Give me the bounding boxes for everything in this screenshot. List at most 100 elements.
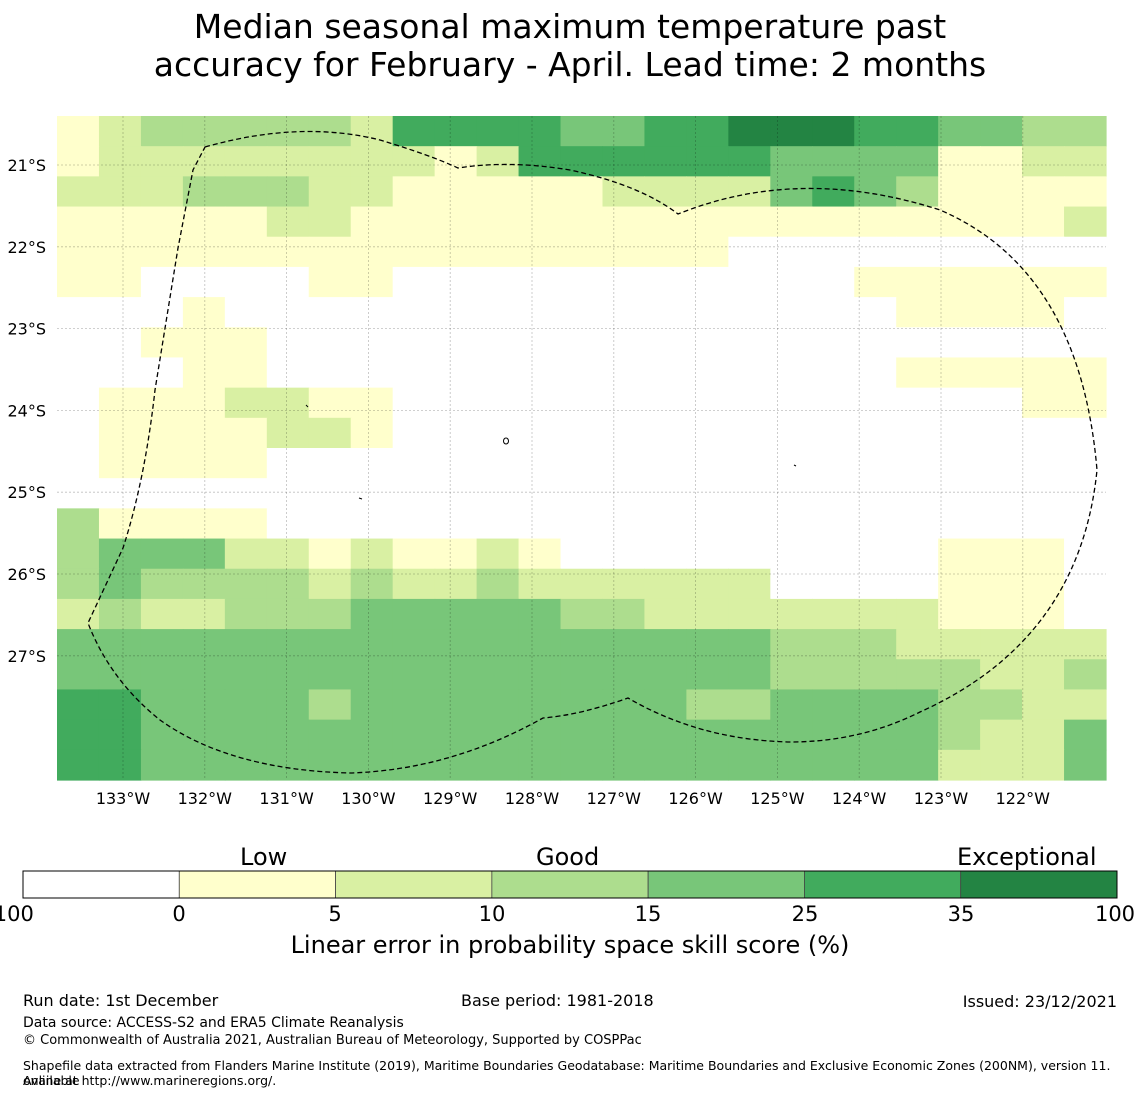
skill-cell bbox=[560, 206, 604, 238]
skill-cell bbox=[728, 236, 771, 268]
skill-cell bbox=[140, 297, 184, 328]
skill-cell bbox=[224, 176, 268, 208]
skill-cell bbox=[980, 266, 1023, 298]
skill-cell bbox=[308, 719, 352, 751]
skill-cell bbox=[896, 689, 939, 721]
latitude-label: 22°S bbox=[7, 238, 46, 257]
skill-cell bbox=[644, 568, 687, 600]
skill-cell bbox=[98, 749, 142, 781]
skill-cell bbox=[560, 236, 604, 268]
skill-cell bbox=[224, 508, 268, 540]
skill-cell bbox=[308, 629, 352, 660]
skill-cell bbox=[728, 297, 771, 328]
skill-cell bbox=[224, 206, 268, 238]
skill-cell bbox=[518, 297, 562, 328]
skill-cell bbox=[308, 236, 352, 268]
skill-cell bbox=[182, 236, 226, 268]
skill-cell bbox=[728, 629, 771, 660]
colorbar-tick: 5 bbox=[328, 902, 342, 926]
skill-cell bbox=[224, 327, 268, 359]
skill-cell bbox=[938, 146, 981, 177]
skill-cell bbox=[434, 749, 478, 781]
skill-cell bbox=[644, 297, 687, 328]
skill-cell bbox=[476, 749, 520, 781]
skill-cell bbox=[644, 448, 687, 479]
skill-cell bbox=[728, 266, 771, 298]
colorbar-segment bbox=[960, 870, 1118, 899]
skill-cell bbox=[602, 146, 646, 177]
skill-cell bbox=[57, 448, 100, 479]
skill-cell bbox=[98, 568, 142, 600]
skill-cell bbox=[140, 206, 184, 238]
skill-cell bbox=[854, 357, 897, 389]
skill-cell bbox=[896, 448, 939, 479]
skill-cell bbox=[896, 357, 939, 389]
skill-cell bbox=[224, 719, 268, 751]
skill-cell bbox=[1022, 478, 1065, 509]
colorbar-segment bbox=[335, 870, 493, 899]
skill-cell bbox=[392, 266, 436, 298]
shapefile-credit-line-2: online at http://www.marineregions.org/. bbox=[23, 1073, 277, 1088]
skill-cell bbox=[308, 659, 352, 691]
latitude-label: 27°S bbox=[7, 647, 46, 666]
skill-cell bbox=[980, 176, 1023, 208]
skill-cell bbox=[896, 749, 939, 781]
skill-cell bbox=[434, 146, 478, 177]
skill-cell bbox=[350, 266, 394, 298]
skill-cell bbox=[644, 598, 687, 630]
skill-cell bbox=[1064, 266, 1107, 298]
skill-cell bbox=[896, 598, 939, 630]
skill-cell bbox=[980, 629, 1023, 660]
skill-cell bbox=[1022, 417, 1065, 449]
skill-cell bbox=[896, 508, 939, 540]
graticule bbox=[57, 116, 1106, 780]
skill-cell bbox=[476, 689, 520, 721]
skill-cell bbox=[854, 448, 897, 479]
skill-cell bbox=[560, 629, 604, 660]
skill-cell bbox=[1022, 659, 1065, 691]
skill-cell bbox=[266, 176, 310, 208]
island-mark bbox=[793, 464, 797, 467]
skill-cell bbox=[98, 176, 142, 208]
skill-cell bbox=[266, 146, 310, 177]
skill-cell bbox=[602, 448, 646, 479]
skill-cell bbox=[434, 478, 478, 509]
skill-cell bbox=[182, 689, 226, 721]
skill-cell bbox=[434, 236, 478, 268]
longitude-label: 132°W bbox=[178, 789, 233, 808]
skill-cell bbox=[57, 719, 100, 751]
axis-labels: 21°S 22°S 23°S 24°S 25°S 26°S 27°S 133°W 132°W 13… bbox=[7, 156, 1050, 808]
skill-cell bbox=[686, 448, 729, 479]
skill-cell bbox=[1064, 749, 1107, 781]
skill-cell bbox=[140, 568, 184, 600]
skill-cell bbox=[140, 176, 184, 208]
skill-cell bbox=[854, 538, 897, 570]
skill-cell bbox=[1064, 598, 1107, 630]
skill-cell bbox=[1064, 116, 1107, 147]
skill-cell bbox=[266, 327, 310, 359]
skill-cell bbox=[518, 478, 562, 509]
skill-cell bbox=[896, 176, 939, 208]
skill-cell bbox=[854, 689, 897, 721]
skill-cell bbox=[518, 568, 562, 600]
skill-cell bbox=[57, 538, 100, 570]
skill-cell bbox=[686, 357, 729, 389]
skill-cell bbox=[728, 538, 771, 570]
skill-cell bbox=[434, 206, 478, 238]
skill-cell bbox=[224, 568, 268, 600]
skill-cell bbox=[812, 176, 855, 208]
skill-cell bbox=[434, 568, 478, 600]
skill-cell bbox=[350, 629, 394, 660]
skill-cell bbox=[350, 598, 394, 630]
skill-cell bbox=[182, 508, 226, 540]
skill-cell bbox=[476, 116, 520, 147]
skill-cell bbox=[476, 327, 520, 359]
issued-date: Issued: 23/12/2021 bbox=[962, 992, 1117, 1011]
skill-cell bbox=[770, 297, 813, 328]
skill-cell bbox=[560, 116, 604, 147]
skill-cell bbox=[98, 689, 142, 721]
skill-cell bbox=[434, 598, 478, 630]
skill-cell bbox=[560, 176, 604, 208]
longitude-label: 127°W bbox=[587, 789, 642, 808]
skill-cell bbox=[518, 448, 562, 479]
